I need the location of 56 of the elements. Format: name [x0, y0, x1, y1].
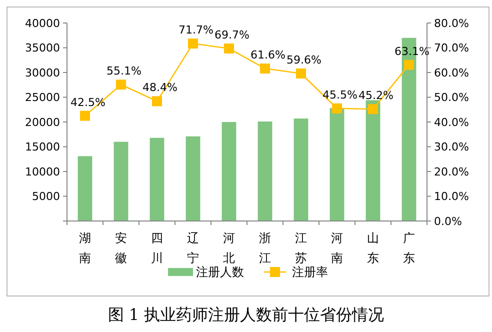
point [224, 43, 234, 54]
point [260, 64, 270, 74]
y2-tick-label: 60.0% [434, 66, 469, 80]
data-label: 69.7% [214, 28, 250, 42]
y2-tick-label: 50.0% [434, 91, 469, 104]
point [80, 110, 90, 121]
x-tick-label: 浙江 [259, 231, 271, 265]
x-tick-label: 广东 [403, 231, 415, 265]
x-tick-label: 河北 [223, 231, 235, 265]
point [332, 103, 342, 114]
x-tick-label: 河南 [331, 231, 343, 265]
data-label: 59.6% [286, 53, 322, 66]
y-tick-label: 40000 [25, 16, 60, 30]
bar [222, 122, 236, 221]
y2-tick-label: 70.0% [434, 42, 469, 55]
y2-tick-label: 80.0% [434, 16, 469, 30]
data-label: 55.1% [106, 64, 142, 78]
data-label: 71.7% [178, 24, 214, 37]
y-tick-label: 25000 [25, 91, 60, 104]
data-label: 61.6% [250, 48, 286, 62]
bar [114, 142, 128, 221]
x-tick-label: 四川 [151, 231, 163, 265]
legend-label: 注册率 [292, 265, 328, 280]
bar [366, 100, 380, 221]
x-tick-label: 江苏 [295, 231, 307, 265]
caption: 图 1 执业药师注册人数前十位省份情况 [108, 305, 384, 324]
bar [330, 108, 344, 221]
point [296, 68, 306, 78]
y-tick-label: 15000 [25, 140, 60, 154]
bar [150, 138, 164, 221]
bar [294, 118, 308, 221]
y2-tick-label: 20.0% [434, 165, 469, 178]
x-tick-label: 安徽 [115, 231, 127, 265]
y2-tick-label: 40.0% [434, 116, 469, 129]
data-label: 45.5% [322, 88, 358, 102]
point [188, 38, 198, 49]
x-tick-label: 山东 [367, 231, 379, 265]
x-tick-label: 辽宁 [187, 231, 199, 265]
y-tick-label: 5000 [32, 190, 60, 204]
point [368, 104, 378, 114]
data-label: 63.1% [394, 44, 430, 58]
y-tick-label: 30000 [25, 66, 60, 80]
bar [186, 136, 200, 221]
x-tick-label: 湖南 [79, 231, 91, 265]
y-tick-label: 10000 [25, 165, 60, 178]
y2-tick-label: 0.0% [434, 214, 462, 228]
y2-tick-label: 10.0% [434, 190, 469, 204]
point [404, 60, 414, 70]
bar [258, 122, 272, 221]
legend-label: 注册人数 [196, 265, 244, 280]
point [116, 80, 126, 90]
y-tick-label: 20000 [25, 116, 60, 129]
y2-tick-label: 30.0% [434, 140, 469, 154]
y-tick-label: 35000 [25, 42, 60, 55]
bar [78, 156, 92, 221]
point [152, 96, 162, 106]
